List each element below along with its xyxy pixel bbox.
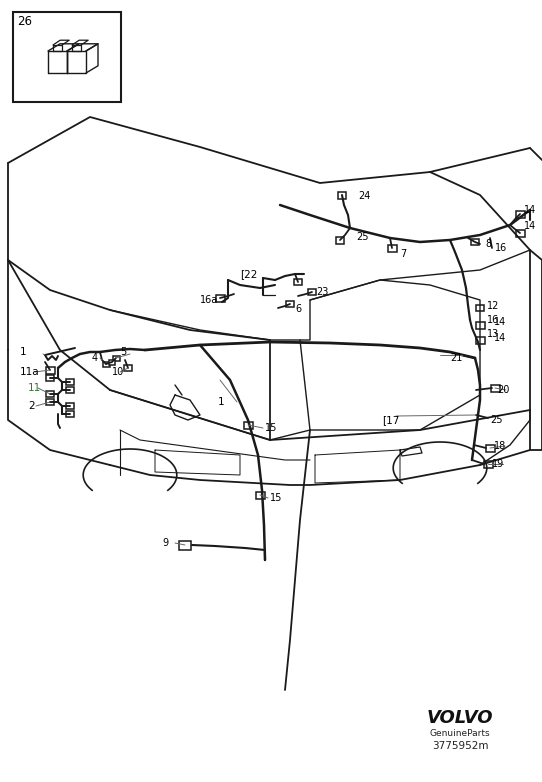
Bar	[476, 305, 484, 311]
Bar	[66, 387, 74, 393]
Text: 16: 16	[487, 315, 499, 325]
Text: 24: 24	[358, 191, 370, 201]
Text: 6: 6	[295, 304, 301, 314]
Bar	[286, 301, 294, 307]
Bar	[46, 375, 54, 381]
Bar	[336, 236, 344, 243]
Text: 14: 14	[494, 333, 506, 343]
Text: 11a: 11a	[20, 367, 40, 377]
Text: GenuineParts: GenuineParts	[430, 729, 491, 737]
Bar	[216, 295, 224, 302]
Text: [22: [22	[240, 269, 257, 279]
Text: 2: 2	[28, 401, 35, 411]
Bar	[475, 336, 485, 343]
Text: 12: 12	[487, 301, 499, 311]
Text: 25: 25	[356, 232, 369, 242]
Bar	[308, 289, 316, 295]
Bar	[46, 367, 55, 374]
Text: 20: 20	[497, 385, 509, 395]
Bar	[515, 229, 525, 236]
Text: 1: 1	[218, 397, 224, 407]
Bar	[471, 239, 479, 245]
Text: 25: 25	[490, 415, 502, 425]
Text: 23: 23	[316, 287, 328, 297]
Bar	[255, 492, 264, 498]
Text: 9: 9	[162, 538, 168, 548]
Text: 3775952m: 3775952m	[432, 741, 488, 751]
Bar	[66, 411, 74, 417]
Text: 5: 5	[120, 347, 126, 357]
Text: 4: 4	[92, 353, 98, 363]
Bar	[294, 279, 302, 285]
Bar	[13, 12, 121, 102]
Bar	[388, 245, 397, 252]
Bar	[486, 444, 494, 451]
Text: 21: 21	[450, 353, 462, 363]
Bar	[66, 379, 74, 385]
Bar	[338, 192, 346, 199]
Bar	[109, 360, 115, 364]
Bar	[483, 461, 493, 468]
Bar	[46, 399, 54, 405]
Bar	[475, 321, 485, 328]
Bar	[124, 365, 132, 371]
Text: 8: 8	[485, 239, 491, 249]
Bar	[515, 210, 525, 217]
Text: 26: 26	[17, 15, 32, 28]
Text: 10: 10	[112, 367, 124, 377]
Text: 15: 15	[270, 493, 282, 503]
Bar	[113, 356, 119, 361]
Bar	[179, 540, 191, 550]
Text: 19: 19	[492, 459, 504, 469]
Bar	[46, 391, 54, 397]
Bar	[66, 403, 74, 409]
Text: [17: [17	[382, 415, 399, 425]
Text: 11: 11	[28, 383, 41, 393]
Text: 16a: 16a	[200, 295, 218, 305]
Bar	[491, 385, 500, 392]
Text: VOLVO: VOLVO	[427, 709, 493, 727]
Text: 1: 1	[20, 347, 27, 357]
Text: 16: 16	[495, 243, 507, 253]
Text: 13: 13	[487, 329, 499, 339]
Text: 14: 14	[494, 317, 506, 327]
Bar	[102, 361, 109, 367]
Text: 7: 7	[400, 249, 406, 259]
Text: 18: 18	[494, 441, 506, 451]
Text: 14: 14	[524, 205, 536, 215]
Bar	[243, 421, 253, 429]
Text: 15: 15	[265, 423, 278, 433]
Text: 14: 14	[524, 221, 536, 231]
